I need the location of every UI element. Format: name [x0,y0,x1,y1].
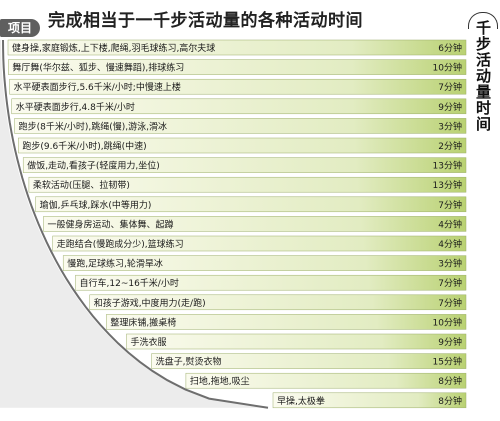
activity-time-value: 10分钟 [433,62,462,74]
activity-label: 跑步(9.6千米/小时),跳绳(中速) [22,140,146,152]
activity-time-value: 6分钟 [438,42,462,54]
curve-line [2,39,269,409]
activity-bar [75,274,467,291]
activity-row: 做饭,走动,看孩子(轻度用力,坐位) 13分钟 [22,157,467,173]
activity-row: 水平硬表面步行,5.6千米/小时;中慢速上楼 7分钟 [9,78,467,95]
activity-time-value: 9分钟 [438,101,462,113]
activity-label: 健身操,家庭锻炼,上下楼,爬绳,羽毛球练习,高尔夫球 [12,42,215,54]
activity-row: 柔软活动(压腿、拉韧带) 13分钟 [28,176,467,193]
activity-bar [11,98,467,115]
items-header-tab: 项目 [0,19,40,37]
activity-label: 走跑结合(慢跑成分少),篮球练习 [57,238,184,250]
activity-row: 早操,太极拳 8分钟 [272,392,467,409]
activity-bar [8,59,467,75]
activity-row: 瑜伽,乒乓球,踩水(中等用力) 7分钟 [35,196,467,213]
activity-time-value: 7分钟 [438,277,462,289]
activity-label: 整理床铺,搬桌椅 [110,316,176,328]
activity-bar [18,137,467,154]
activity-bar [272,392,467,409]
activity-bar [22,157,467,173]
time-column-header: 千步活动量时间 [474,20,492,132]
activity-row: 舞厅舞(华尔兹、狐步、慢速舞蹈),排球练习 10分钟 [8,59,467,75]
activity-time-value: 8分钟 [438,375,462,387]
activity-time-value: 15分钟 [433,356,462,368]
activity-time-value: 3分钟 [438,120,462,132]
activity-label: 扫地,拖地,吸尘 [190,375,250,387]
activity-row: 扫地,拖地,吸尘 8分钟 [185,372,467,389]
activity-label: 柔软活动(压腿、拉韧带) [33,179,130,191]
curve-shade [0,40,266,408]
activity-time-value: 8分钟 [438,395,462,407]
activity-row: 整理床铺,搬桌椅 10分钟 [106,314,467,330]
activity-label: 舞厅舞(华尔兹、狐步、慢速舞蹈),排球练习 [12,62,184,74]
activity-bar [151,353,467,369]
activity-bar [43,216,467,232]
activity-time-value: 3分钟 [438,258,462,270]
activity-label: 早操,太极拳 [277,395,325,407]
activity-row: 跑步(9.6千米/小时),跳绳(中速) 2分钟 [18,137,467,154]
activity-time-value: 13分钟 [433,179,462,191]
page-title: 完成相当于一千步活动量的各种活动时间 [48,11,363,31]
activity-row: 和孩子游戏,中度用力(走/跑) 7分钟 [89,294,467,311]
activity-row: 走跑结合(慢跑成分少),篮球练习 4分钟 [52,235,467,252]
activity-bar [7,39,467,56]
activity-label: 慢跑,足球练习,轮滑旱冰 [67,258,163,270]
activity-label: 水平硬表面步行,4.8千米/小时 [16,101,135,113]
activity-bar [14,118,467,134]
activity-row: 健身操,家庭锻炼,上下楼,爬绳,羽毛球练习,高尔夫球 6分钟 [7,39,467,56]
activity-row: 跑步(8千米/小时),跳绳(慢),游泳,滑冰 3分钟 [14,118,467,134]
activity-label: 洗盘子,熨烫衣物 [156,356,222,368]
activity-label: 和孩子游戏,中度用力(走/跑) [94,297,206,309]
activity-time-value: 7分钟 [438,199,462,211]
activity-time-value: 9分钟 [438,336,462,348]
activity-bar [106,314,467,330]
activity-row: 洗盘子,熨烫衣物 15分钟 [151,353,467,369]
activity-row: 慢跑,足球练习,轮滑旱冰 3分钟 [62,255,467,271]
left-curve-decoration [0,39,269,409]
activity-bar [52,235,467,252]
activity-label: 手洗衣服 [131,336,167,348]
activity-time-value: 4分钟 [438,218,462,230]
activity-label: 一般健身房运动、集体舞、起蹲 [48,218,174,230]
activity-row: 水平硬表面步行,4.8千米/小时 9分钟 [11,98,467,115]
activity-bar [28,176,467,193]
activity-rows: 健身操,家庭锻炼,上下楼,爬绳,羽毛球练习,高尔夫球 6分钟舞厅舞(华尔兹、狐步、… [7,39,467,409]
activity-bar [185,372,467,389]
activity-row: 一般健身房运动、集体舞、起蹲 4分钟 [43,216,467,232]
activity-label: 自行车,12~16千米/小时 [80,277,179,289]
activity-label: 瑜伽,乒乓球,踩水(中等用力) [40,199,152,211]
activity-time-value: 10分钟 [433,316,462,328]
activity-bar [89,294,467,311]
activity-bar [126,333,467,350]
activity-bar [62,255,467,271]
activity-row: 手洗衣服 9分钟 [126,333,467,350]
activity-time-value: 2分钟 [438,140,462,152]
activity-time-value: 7分钟 [438,297,462,309]
activity-bar [9,78,467,95]
activity-label: 跑步(8千米/小时),跳绳(慢),游泳,滑冰 [19,120,167,132]
activity-bar [35,196,467,213]
activity-time-value: 13分钟 [433,160,462,172]
activity-time-value: 4分钟 [438,238,462,250]
activity-time-value: 7分钟 [438,81,462,93]
activity-row: 自行车,12~16千米/小时 7分钟 [75,274,467,291]
activity-label: 水平硬表面步行,5.6千米/小时;中慢速上楼 [14,81,181,93]
activity-label: 做饭,走动,看孩子(轻度用力,坐位) [27,160,160,172]
